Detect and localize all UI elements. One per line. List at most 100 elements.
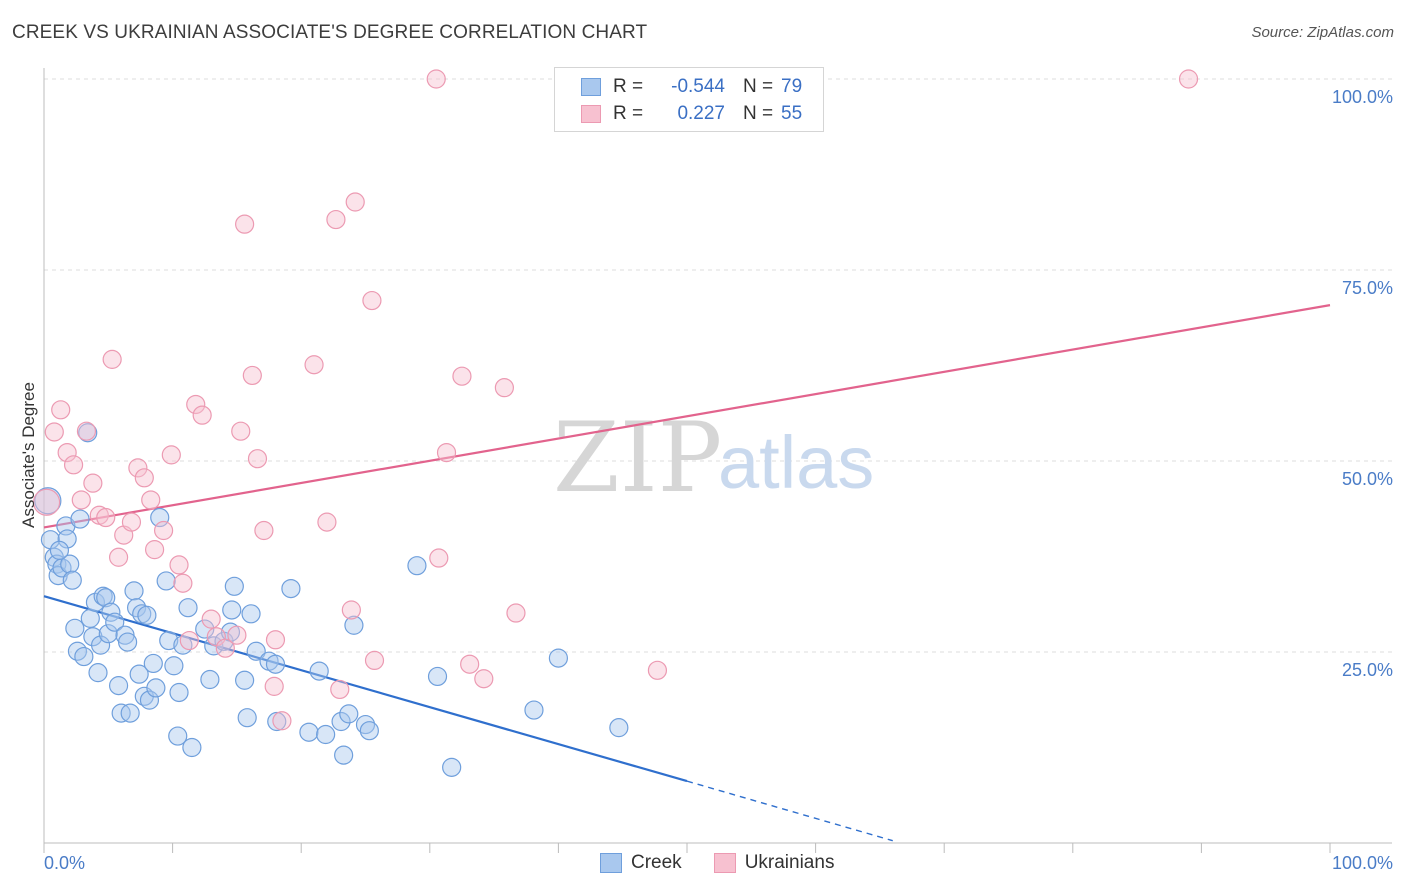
ukrainians-point [474, 669, 494, 689]
creek-point [407, 556, 427, 576]
creek-point [96, 588, 116, 608]
ukrainians-point [32, 488, 61, 516]
ukrainians-point [317, 512, 337, 532]
ukrainians-trend-line [43, 304, 1331, 529]
creek-trend-extension [686, 780, 893, 842]
ukrainians-point [326, 209, 346, 230]
creek-point [200, 669, 220, 690]
ukrainians-point [128, 458, 148, 478]
r-label: R = [613, 103, 644, 124]
ukrainians-point [364, 650, 385, 671]
ukrainians-point [153, 520, 174, 541]
creek-point [120, 703, 140, 723]
creek-point [168, 726, 188, 746]
ukrainians-point [44, 422, 64, 442]
ukrainians-point [173, 573, 193, 593]
creek-point [524, 700, 544, 720]
creek-point [65, 618, 85, 638]
creek-point [74, 646, 94, 667]
source-label: Source: ZipAtlas.com [1251, 24, 1394, 41]
creek-point [126, 598, 147, 618]
ukrainians-point [134, 468, 154, 488]
creek-point [344, 615, 364, 635]
x-tick-label-100: 100.0% [1332, 853, 1393, 873]
legend-item-ukrainians[interactable]: Ukrainians [713, 852, 834, 874]
ukrainians-point [647, 660, 668, 680]
ukrainians-point [186, 394, 206, 415]
correlation-legend: R = -0.544 N = 79 R = 0.227 N = 55 [554, 67, 824, 132]
ukrainians-point [436, 442, 457, 463]
creek-point [146, 678, 166, 698]
creek-point [334, 745, 354, 765]
ukrainians-point [144, 540, 165, 560]
creek-point [90, 635, 111, 655]
legend-row-creek: R = -0.544 N = 79 [581, 74, 802, 100]
watermark-zip: ZIP [553, 402, 722, 514]
ukrainians-point [63, 455, 84, 475]
y-tick-label-75: 75.0% [1342, 278, 1393, 298]
grid-lines [44, 78, 1392, 653]
ukrainians-point [242, 365, 262, 386]
creek-n-value: 79 [781, 76, 803, 97]
legend-row-ukrainians: R = 0.227 N = 55 [581, 101, 802, 127]
r-label: R = [613, 76, 644, 97]
ukrainians-legend-swatch [713, 853, 736, 873]
creek-point [137, 605, 157, 625]
creek-swatch [581, 78, 601, 96]
watermark-atlas: atlas [718, 421, 874, 504]
axes [43, 68, 1392, 853]
creek-point [139, 690, 160, 710]
creek-point [159, 630, 179, 651]
creek-point [359, 721, 379, 741]
creek-point [62, 570, 82, 590]
ukrainians-point [362, 290, 382, 311]
creek-point [224, 576, 244, 596]
creek-point [156, 571, 176, 591]
ukrainians-point [254, 520, 274, 541]
ukrainians-point [227, 625, 247, 645]
creek-point [105, 612, 125, 632]
creek-point [88, 663, 108, 683]
creek-point [427, 666, 448, 687]
n-label: N = [743, 76, 774, 97]
creek-legend-label: Creek [631, 852, 682, 873]
creek-point [281, 578, 301, 599]
axis-labels: 25.0% 50.0% 75.0% 100.0% 0.0% 100.0% Associate… [19, 87, 1393, 873]
creek-point [237, 708, 257, 728]
creek-point [316, 724, 336, 745]
creek-point [442, 757, 462, 777]
creek-point [60, 554, 80, 574]
x-tick-label-0: 0.0% [44, 853, 85, 873]
ukrainians-point [201, 609, 221, 629]
ukrainians-point [345, 192, 365, 212]
y-tick-label-100: 100.0% [1332, 87, 1393, 107]
watermark: ZIP atlas [553, 402, 874, 514]
data-points [32, 69, 1199, 777]
ukrainians-point [71, 490, 91, 510]
creek-point [49, 540, 70, 560]
series-legend: Creek Ukrainians [600, 852, 866, 874]
ukrainians-point [426, 69, 446, 89]
ukrainians-r-value: 0.227 [677, 103, 725, 124]
n-label: N = [743, 103, 774, 124]
ukrainians-point [460, 654, 480, 674]
creek-point [267, 711, 287, 732]
ukrainians-point [108, 547, 129, 567]
ukrainians-point [1178, 69, 1199, 89]
creek-point [222, 600, 242, 620]
ukrainians-point [452, 366, 472, 386]
ukrainians-point [141, 490, 161, 510]
creek-point [246, 641, 266, 661]
ukrainians-point [215, 638, 235, 658]
ukrainians-point [231, 421, 251, 441]
creek-point [164, 656, 184, 676]
creek-point [70, 509, 90, 529]
legend-item-creek[interactable]: Creek [600, 852, 682, 874]
creek-point [609, 718, 629, 738]
ukrainians-point [51, 400, 71, 420]
creek-point [57, 529, 77, 549]
creek-point [108, 676, 129, 696]
creek-point [182, 737, 202, 758]
ukrainians-point [341, 600, 361, 620]
